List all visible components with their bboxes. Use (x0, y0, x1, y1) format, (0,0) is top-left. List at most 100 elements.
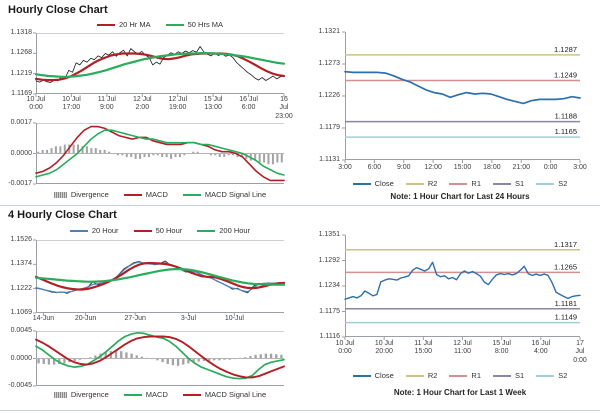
last24h-close-chart: 1.1287 1.1249 1.1188 1.1165 (342, 31, 581, 163)
legend-line-swatch-icon (493, 182, 511, 185)
legend-item: R1 (449, 371, 481, 380)
legend-bars-swatch-icon (53, 391, 67, 398)
y-axis-tick-label: 1.1374 (10, 260, 32, 268)
legend-line-swatch-icon (352, 182, 371, 185)
four-hourly-ma-legend: 20 Hour 50 Hour 200 Hour (36, 226, 284, 235)
legend-label: S1 (515, 179, 525, 188)
last24h-x-axis: 3:00 6:00 9:00 12:00 15:00 18:00 21:00 0:00 3:00 (338, 164, 587, 182)
legend-item: R1 (449, 179, 481, 188)
x-axis-tick-label: 0:00 (543, 164, 558, 171)
legend-label: R1 (471, 371, 481, 380)
legend-item: MACD (123, 390, 168, 399)
y-axis-tick-label: 1.1175 (319, 307, 340, 315)
legend-label: R2 (427, 179, 438, 188)
legend-line-swatch-icon (493, 374, 511, 377)
legend-line-swatch-icon (536, 182, 555, 185)
x-axis-tick-label: 10 Jul 17:00 (62, 96, 81, 112)
legend-label: R1 (471, 179, 481, 188)
legend-label: 50 Hrs MA (187, 20, 224, 29)
y-axis-tick-label: 1.1069 (10, 308, 32, 316)
hourly-price-x-axis: 10 Jul 0:00 10 Jul 17:00 11 Jul 9:00 12 Jul… (27, 96, 293, 120)
x-axis-tick-label: 12 Jul 2:00 (132, 96, 152, 112)
legend-item: Close (352, 179, 394, 188)
x-axis-tick-label: 3:00 (573, 164, 587, 171)
legend-label: MACD (145, 190, 168, 199)
legend-item: S2 (536, 371, 567, 380)
legend-item: R2 (405, 371, 438, 380)
legend-label: Close (374, 179, 394, 188)
x-axis-tick-label: 11 Jul 9:00 (97, 96, 116, 112)
y-axis-tick-label: -0.0017 (8, 180, 32, 187)
y-axis-tick-label: 1.1292 (318, 256, 340, 264)
svg-text:1.1149: 1.1149 (555, 313, 577, 322)
x-axis-tick-label: 15 Jul 13:00 (203, 96, 223, 112)
hourly-close-chart-title: Hourly Close Chart (8, 4, 108, 16)
last24h-y-axis: 1.1321 1.1273 1.1226 1.1179 1.1131 (308, 28, 340, 164)
y-axis-tick-label: 1.1131 (319, 156, 340, 163)
legend-item: 20 Hour (69, 226, 119, 235)
legend-label: MACD (145, 390, 168, 399)
y-axis-tick-label: 1.1234 (318, 282, 340, 289)
x-axis-tick-label: 10 Jul 0:00 (335, 340, 355, 356)
four-hourly-chart-title: 4 Hourly Close Chart (8, 209, 117, 221)
legend-line-swatch-icon (165, 23, 184, 26)
legend-label: 200 Hour (219, 226, 251, 235)
legend-label: MACD Signal Line (204, 190, 267, 199)
legend-line-swatch-icon (197, 229, 216, 232)
hourly-ma-legend: 20 Hr MA 50 Hrs MA (36, 20, 284, 29)
legend-label: 50 Hour (155, 226, 183, 235)
legend-item: S1 (493, 371, 524, 380)
y-axis-tick-label: 1.1116 (319, 333, 340, 340)
legend-label: R2 (427, 371, 438, 380)
x-axis-tick-label: 17 Jul 0:00 (573, 340, 587, 364)
x-axis-tick-label: 27-Jun (124, 315, 146, 322)
four-hourly-price-chart (33, 239, 286, 316)
four-hourly-price-x-axis: 14-Jun 20-Jun 27-Jun 3-Jul 10-Jul (33, 315, 284, 333)
legend-item: S1 (493, 179, 524, 188)
y-axis-tick-label: 1.1273 (318, 60, 340, 67)
legend-label: Divergence (70, 190, 109, 199)
legend-item: MACD (123, 190, 168, 199)
legend-line-swatch-icon (69, 229, 88, 232)
legend-bars-swatch-icon (53, 191, 67, 198)
bottom-divider (0, 410, 600, 411)
last1week-note: Note: 1 Hour Chart for Last 1 Week (393, 388, 527, 397)
x-axis-tick-label: 3-Jul (180, 315, 197, 322)
legend-line-swatch-icon (123, 193, 142, 196)
legend-item: MACD Signal Line (182, 390, 266, 399)
legend-label: 20 Hr MA (118, 20, 151, 29)
x-axis-tick-label: 20-Jun (74, 315, 97, 322)
four-hourly-price-y-axis: 1.1526 1.1374 1.1222 1.1069 (2, 236, 32, 317)
y-axis-tick-label: -0.0045 (8, 382, 32, 389)
y-axis-tick-label: 0.0000 (10, 354, 32, 362)
x-axis-tick-label: 18:00 (483, 164, 501, 171)
last24h-note: Note: 1 Hour Chart for Last 24 Hours (390, 192, 530, 201)
y-axis-tick-label: 0.0045 (10, 327, 32, 334)
y-axis-tick-label: 1.1351 (318, 231, 340, 238)
y-axis-tick-label: 1.1526 (10, 236, 32, 243)
last1week-close-chart: 1.1317 1.1265 1.1181 1.1149 (342, 234, 581, 340)
hourly-price-chart (33, 32, 286, 97)
y-axis-tick-label: 1.1179 (319, 124, 340, 131)
svg-text:1.1287: 1.1287 (554, 45, 577, 54)
svg-text:1.1249: 1.1249 (554, 71, 577, 80)
legend-item: S2 (536, 179, 567, 188)
svg-text:1.1188: 1.1188 (555, 112, 577, 121)
legend-label: Divergence (70, 390, 109, 399)
x-axis-tick-label: 3:00 (338, 164, 352, 171)
svg-text:1.1165: 1.1165 (555, 127, 577, 136)
four-hourly-macd-chart (33, 330, 285, 387)
x-axis-tick-label: 10 Jul 0:00 (26, 96, 46, 112)
y-axis-tick-label: 1.1226 (318, 92, 340, 99)
y-axis-tick-label: 1.1169 (11, 89, 32, 97)
y-axis-tick-label: 1.1318 (10, 29, 32, 36)
x-axis-tick-label: 10 Jul 20:00 (374, 340, 394, 356)
x-axis-tick-label: 12 Jul 19:00 (168, 96, 188, 112)
legend-item: 50 Hour (133, 226, 183, 235)
x-axis-tick-label: 10-Jul (224, 315, 244, 322)
legend-line-swatch-icon (449, 182, 468, 185)
hourly-price-y-axis: 1.1318 1.1268 1.1219 1.1169 (2, 29, 32, 98)
legend-line-swatch-icon (123, 393, 142, 396)
legend-line-swatch-icon (449, 374, 468, 377)
legend-label: S2 (558, 179, 568, 188)
